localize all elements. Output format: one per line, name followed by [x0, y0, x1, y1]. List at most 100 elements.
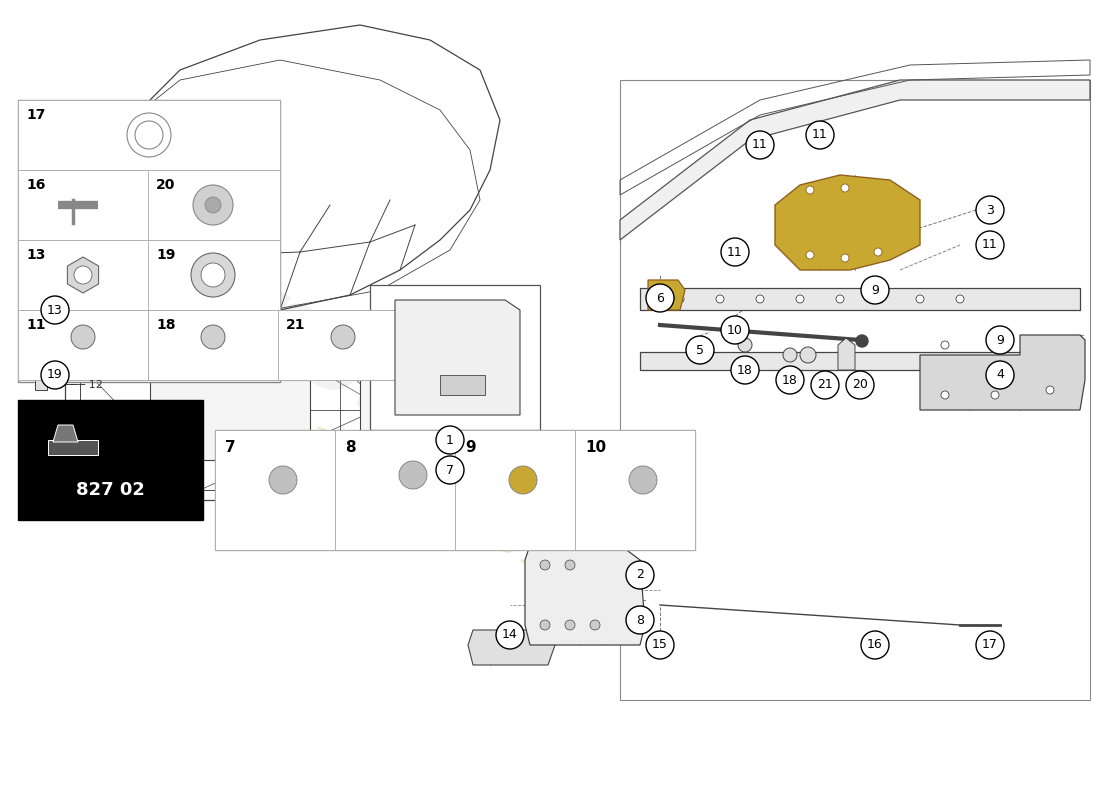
Bar: [575, 430, 695, 550]
Polygon shape: [525, 545, 645, 645]
Circle shape: [842, 254, 849, 262]
Polygon shape: [48, 440, 98, 455]
Bar: [18, 240, 148, 310]
Circle shape: [201, 263, 225, 287]
Circle shape: [590, 620, 600, 630]
Circle shape: [1046, 386, 1054, 394]
Bar: [620, 80, 1090, 700]
Circle shape: [720, 316, 749, 344]
Circle shape: [540, 620, 550, 630]
Circle shape: [205, 197, 221, 213]
Text: 10: 10: [727, 323, 742, 337]
Text: 3: 3: [986, 203, 994, 217]
Circle shape: [856, 335, 868, 347]
Circle shape: [74, 266, 92, 284]
Bar: [278, 310, 408, 380]
Circle shape: [496, 621, 524, 649]
Circle shape: [629, 466, 657, 494]
Text: 21: 21: [817, 378, 833, 391]
Bar: [370, 285, 540, 430]
Text: 14: 14: [502, 629, 518, 642]
Circle shape: [626, 606, 654, 634]
Polygon shape: [776, 175, 920, 270]
Circle shape: [565, 620, 575, 630]
Text: 18: 18: [782, 374, 797, 386]
Text: a passion for parts since: a passion for parts since: [261, 394, 600, 606]
Circle shape: [716, 295, 724, 303]
Bar: [214, 430, 336, 550]
Circle shape: [270, 466, 297, 494]
Circle shape: [646, 284, 674, 312]
Bar: [35, 380, 47, 390]
Circle shape: [861, 276, 889, 304]
Circle shape: [509, 466, 537, 494]
Text: 8: 8: [345, 440, 355, 455]
Bar: [18, 310, 410, 380]
Circle shape: [686, 336, 714, 364]
Circle shape: [976, 231, 1004, 259]
Circle shape: [191, 253, 235, 297]
Polygon shape: [838, 338, 855, 370]
Bar: [360, 350, 460, 470]
Text: 11: 11: [812, 129, 828, 142]
Text: 11: 11: [26, 318, 45, 332]
Circle shape: [991, 391, 999, 399]
Circle shape: [986, 361, 1014, 389]
Bar: [150, 380, 310, 460]
Circle shape: [565, 560, 575, 570]
Circle shape: [876, 295, 884, 303]
Bar: [18, 170, 148, 240]
Circle shape: [676, 295, 684, 303]
Circle shape: [646, 631, 674, 659]
Circle shape: [836, 295, 844, 303]
Circle shape: [72, 325, 95, 349]
Text: 2: 2: [636, 569, 644, 582]
Circle shape: [986, 326, 1014, 354]
Circle shape: [732, 356, 759, 384]
Text: 4: 4: [997, 369, 1004, 382]
Polygon shape: [67, 257, 99, 293]
Circle shape: [540, 560, 550, 570]
Text: 9: 9: [871, 283, 879, 297]
Text: 7: 7: [226, 440, 235, 455]
Circle shape: [626, 561, 654, 589]
Text: eurospares: eurospares: [89, 188, 751, 632]
Circle shape: [916, 295, 924, 303]
Circle shape: [846, 371, 874, 399]
Text: 7: 7: [446, 463, 454, 477]
Bar: [18, 240, 280, 310]
Text: 827 02: 827 02: [76, 481, 144, 499]
Circle shape: [800, 347, 816, 363]
Text: ·: ·: [48, 325, 52, 335]
Circle shape: [861, 631, 889, 659]
Polygon shape: [920, 335, 1085, 410]
Polygon shape: [395, 300, 520, 415]
Text: 8: 8: [636, 614, 644, 626]
Text: 19: 19: [156, 248, 175, 262]
Text: 13: 13: [26, 248, 45, 262]
Circle shape: [41, 296, 69, 324]
Circle shape: [796, 295, 804, 303]
Circle shape: [776, 366, 804, 394]
Circle shape: [436, 426, 464, 454]
Polygon shape: [440, 375, 485, 395]
Bar: [18, 170, 280, 240]
Text: 17: 17: [982, 638, 998, 651]
Circle shape: [399, 461, 427, 489]
Circle shape: [746, 131, 774, 159]
Polygon shape: [620, 80, 1090, 240]
Text: 10: 10: [585, 440, 606, 455]
Text: 11: 11: [727, 246, 742, 258]
Text: 9: 9: [465, 440, 475, 455]
Polygon shape: [468, 630, 556, 665]
Circle shape: [874, 248, 882, 256]
Circle shape: [806, 186, 814, 194]
Circle shape: [201, 325, 225, 349]
Circle shape: [192, 185, 233, 225]
Circle shape: [783, 348, 798, 362]
Text: 21: 21: [286, 318, 306, 332]
Text: 11: 11: [752, 138, 768, 151]
Text: 18: 18: [737, 363, 752, 377]
Circle shape: [436, 456, 464, 484]
Circle shape: [756, 295, 764, 303]
